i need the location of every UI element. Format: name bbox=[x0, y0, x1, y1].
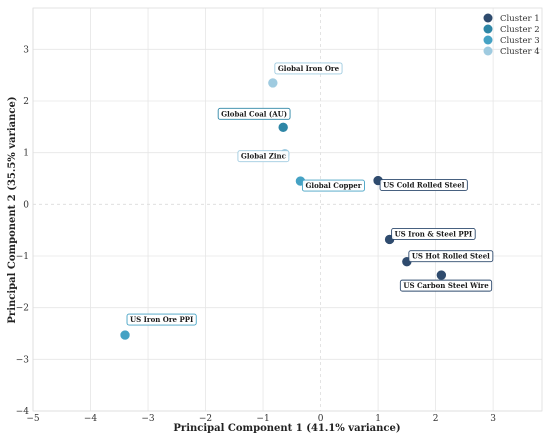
point-label: Global Coal (AU) bbox=[217, 107, 291, 120]
x-tick-label: 1 bbox=[375, 414, 381, 424]
point-label-box bbox=[126, 313, 197, 326]
point-label: US Carbon Steel Wire bbox=[399, 279, 493, 292]
data-point bbox=[436, 269, 447, 281]
point-label: Global Iron Ore bbox=[274, 62, 343, 75]
point-label: Global Zinc bbox=[237, 150, 290, 163]
y-tick-label: −1 bbox=[16, 252, 29, 262]
point-label-text: Global Iron Ore bbox=[278, 64, 340, 73]
point-label-text: Global Zinc bbox=[241, 152, 286, 161]
point-labels: US Cold Rolled Steel US Iron & Steel PPI U… bbox=[126, 62, 494, 326]
x-tick-label: 2 bbox=[433, 414, 439, 424]
point-label: US Iron & Steel PPI bbox=[391, 228, 476, 240]
x-tick-label: −4 bbox=[84, 414, 98, 424]
x-axis-label: Principal Component 1 (41.1% variance) bbox=[173, 423, 400, 434]
point-label: US Hot Rolled Steel bbox=[408, 250, 494, 263]
legend-entry: Cluster 1 bbox=[500, 14, 540, 24]
y-tick-label: 1 bbox=[23, 149, 29, 159]
y-tick-label: 2 bbox=[23, 97, 29, 107]
point-label-box bbox=[399, 279, 493, 292]
legend-marker bbox=[483, 35, 493, 45]
legend-marker bbox=[483, 13, 493, 23]
point-label-text: US Cold Rolled Steel bbox=[383, 181, 465, 190]
y-axis-label: Principal Component 2 (35.5% variance) bbox=[7, 96, 18, 323]
point-label-text: US Iron & Steel PPI bbox=[395, 229, 473, 238]
point-label-box bbox=[217, 107, 291, 120]
data-point bbox=[119, 329, 131, 341]
point-label: Global Copper bbox=[301, 179, 365, 192]
point-label: US Iron Ore PPI bbox=[126, 313, 197, 326]
x-tick-label: −1 bbox=[256, 414, 269, 424]
point-label-box bbox=[237, 150, 290, 163]
data-point bbox=[277, 122, 289, 133]
y-tick-label: 3 bbox=[23, 45, 29, 55]
x-tick-label: −2 bbox=[199, 414, 212, 424]
y-tick-label: −4 bbox=[16, 407, 30, 417]
data-point bbox=[267, 77, 279, 89]
y-tick-label: 0 bbox=[23, 200, 29, 210]
point-label-box bbox=[301, 179, 365, 192]
legend-entry: Cluster 4 bbox=[500, 47, 540, 57]
plot-frame bbox=[32, 7, 543, 412]
point-label-text: US Carbon Steel Wire bbox=[403, 281, 489, 290]
point-label-text: Global Coal (AU) bbox=[221, 109, 287, 118]
y-tick-label: −3 bbox=[16, 355, 30, 365]
x-tick-label: 0 bbox=[318, 414, 324, 424]
point-label-text: Global Copper bbox=[305, 181, 361, 190]
legend-marker bbox=[483, 24, 493, 34]
legend-entry: Cluster 3 bbox=[500, 36, 540, 46]
point-label-text: US Hot Rolled Steel bbox=[412, 252, 490, 261]
y-tick-label: −2 bbox=[16, 304, 29, 314]
point-label-box bbox=[391, 228, 476, 240]
x-tick-label: −5 bbox=[26, 414, 40, 424]
point-label-box bbox=[274, 62, 343, 75]
x-tick-label: 3 bbox=[490, 414, 496, 424]
point-label-text: US Iron Ore PPI bbox=[130, 315, 193, 324]
x-tick-label: −3 bbox=[141, 414, 155, 424]
legend-marker bbox=[483, 46, 493, 56]
point-label-box bbox=[379, 179, 468, 192]
legend-entry: Cluster 2 bbox=[500, 25, 540, 35]
point-label-box bbox=[408, 250, 494, 263]
point-label: US Cold Rolled Steel bbox=[379, 179, 468, 192]
